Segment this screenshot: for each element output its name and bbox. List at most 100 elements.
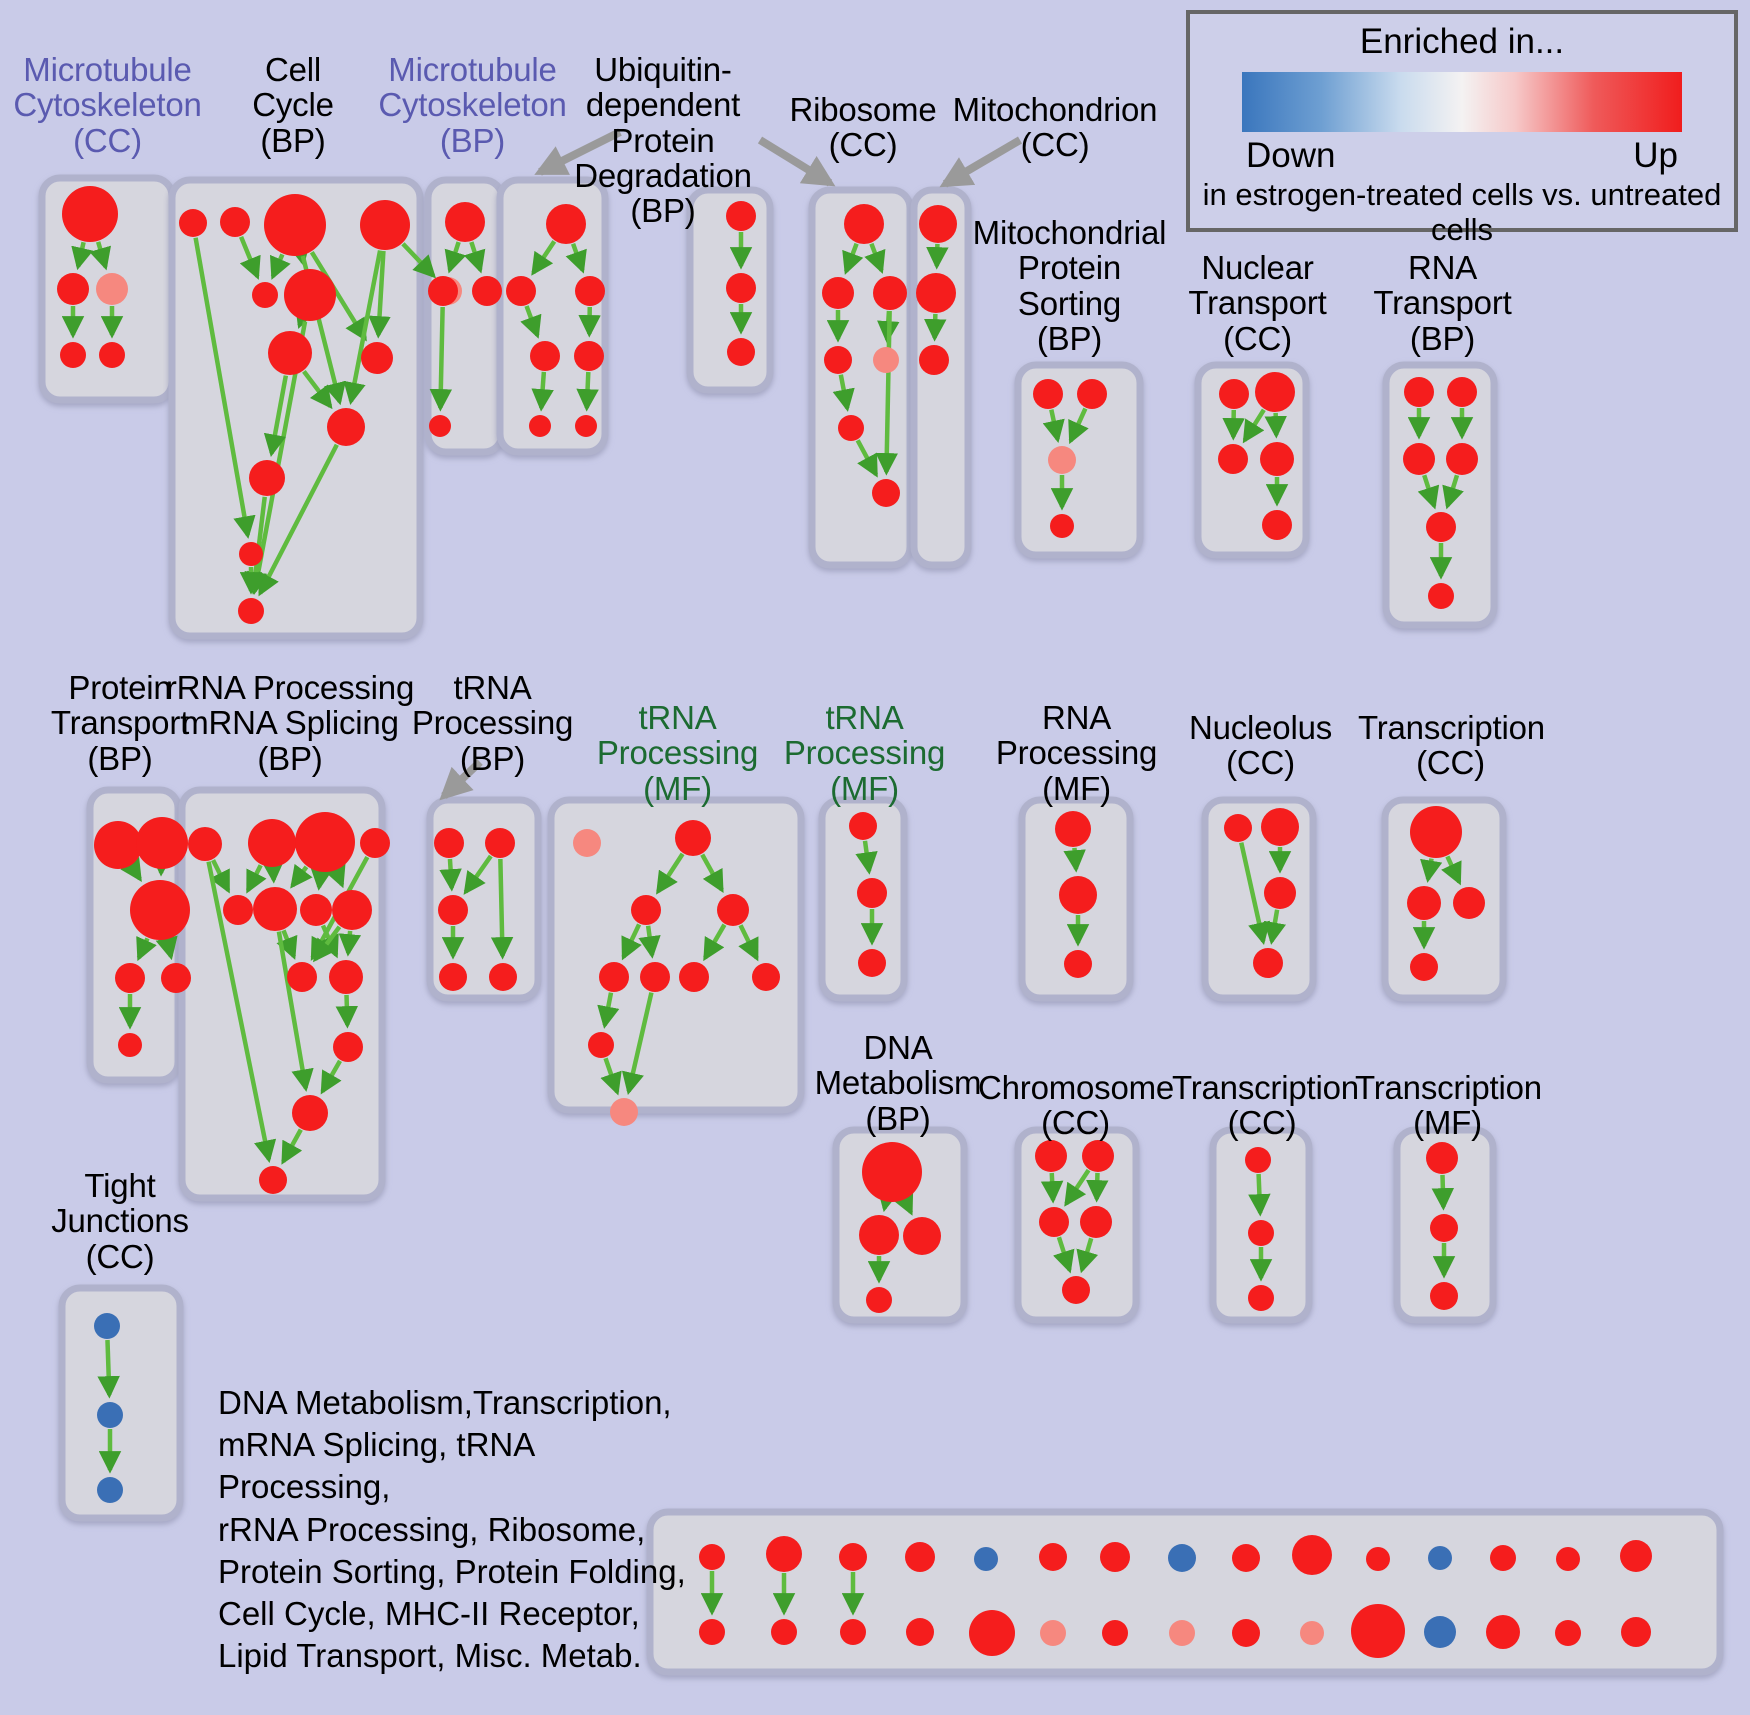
gene-node[interactable] (844, 204, 884, 244)
gene-node[interactable] (675, 820, 711, 856)
gene-node[interactable] (1426, 512, 1456, 542)
gene-node[interactable] (610, 1098, 638, 1126)
gene-node[interactable] (1446, 443, 1478, 475)
gene-node[interactable] (445, 202, 485, 242)
gene-node[interactable] (239, 542, 263, 566)
gene-node[interactable] (839, 1543, 867, 1571)
gene-node[interactable] (752, 963, 780, 991)
gene-node[interactable] (434, 828, 464, 858)
gene-node[interactable] (1403, 443, 1435, 475)
gene-node[interactable] (264, 194, 326, 256)
gene-node[interactable] (575, 415, 597, 437)
cluster-box[interactable] (1014, 361, 1144, 559)
cluster-box[interactable] (1014, 1126, 1140, 1324)
gene-node[interactable] (1055, 811, 1091, 847)
gene-node[interactable] (96, 273, 128, 305)
gene-node[interactable] (974, 1547, 998, 1571)
gene-node[interactable] (115, 963, 145, 993)
gene-node[interactable] (1255, 372, 1295, 412)
gene-node[interactable] (136, 817, 188, 869)
gene-node[interactable] (631, 895, 661, 925)
gene-node[interactable] (840, 1619, 866, 1645)
gene-node[interactable] (866, 1287, 892, 1313)
gene-node[interactable] (726, 273, 756, 303)
gene-node[interactable] (292, 1095, 328, 1131)
gene-node[interactable] (1490, 1545, 1516, 1571)
gene-node[interactable] (1050, 514, 1074, 538)
gene-node[interactable] (62, 186, 118, 242)
gene-node[interactable] (1039, 1207, 1069, 1237)
gene-node[interactable] (1407, 886, 1441, 920)
gene-node[interactable] (1248, 1220, 1274, 1246)
gene-node[interactable] (1039, 1543, 1067, 1571)
gene-node[interactable] (130, 880, 190, 940)
gene-node[interactable] (268, 331, 312, 375)
gene-node[interactable] (1064, 950, 1092, 978)
gene-node[interactable] (574, 341, 604, 371)
gene-node[interactable] (1048, 446, 1076, 474)
gene-node[interactable] (161, 963, 191, 993)
gene-node[interactable] (858, 949, 886, 977)
gene-node[interactable] (849, 812, 877, 840)
gene-node[interactable] (1428, 583, 1454, 609)
gene-node[interactable] (873, 347, 899, 373)
gene-node[interactable] (489, 963, 517, 991)
gene-node[interactable] (1486, 1615, 1520, 1649)
gene-node[interactable] (249, 460, 285, 496)
cluster-box[interactable] (808, 186, 914, 569)
gene-node[interactable] (1059, 876, 1097, 914)
gene-node[interactable] (252, 282, 278, 308)
gene-node[interactable] (284, 269, 336, 321)
gene-node[interactable] (439, 963, 467, 991)
gene-node[interactable] (428, 276, 458, 306)
gene-node[interactable] (1245, 1147, 1271, 1173)
gene-node[interactable] (873, 276, 907, 310)
gene-node[interactable] (916, 273, 956, 313)
gene-node[interactable] (118, 1033, 142, 1057)
cluster-box[interactable] (910, 186, 972, 569)
gene-node[interactable] (188, 827, 222, 861)
gene-node[interactable] (1351, 1604, 1405, 1658)
gene-node[interactable] (97, 1477, 123, 1503)
cluster-box[interactable] (58, 1284, 184, 1522)
cluster-box[interactable] (496, 176, 609, 456)
gene-node[interactable] (529, 415, 551, 437)
gene-node[interactable] (179, 209, 207, 237)
gene-node[interactable] (599, 962, 629, 992)
gene-node[interactable] (906, 1618, 934, 1646)
gene-node[interactable] (1169, 1620, 1195, 1646)
gene-node[interactable] (220, 207, 250, 237)
gene-node[interactable] (726, 201, 756, 231)
gene-node[interactable] (1556, 1547, 1580, 1571)
gene-node[interactable] (485, 828, 515, 858)
gene-node[interactable] (1453, 887, 1485, 919)
gene-node[interactable] (1404, 377, 1434, 407)
gene-node[interactable] (1218, 444, 1248, 474)
gene-node[interactable] (862, 1142, 922, 1202)
gene-node[interactable] (57, 273, 89, 305)
gene-node[interactable] (1430, 1214, 1458, 1242)
gene-node[interactable] (327, 408, 365, 446)
gene-node[interactable] (253, 887, 297, 931)
gene-node[interactable] (1620, 1540, 1652, 1572)
gene-node[interactable] (94, 1313, 120, 1339)
gene-node[interactable] (679, 962, 709, 992)
gene-node[interactable] (94, 821, 142, 869)
gene-node[interactable] (60, 342, 86, 368)
gene-node[interactable] (1035, 1140, 1067, 1172)
gene-node[interactable] (1253, 948, 1283, 978)
gene-node[interactable] (333, 1032, 363, 1062)
gene-node[interactable] (1232, 1544, 1260, 1572)
gene-node[interactable] (1082, 1140, 1114, 1172)
gene-node[interactable] (859, 1215, 899, 1255)
gene-node[interactable] (332, 890, 372, 930)
gene-node[interactable] (1262, 510, 1292, 540)
gene-node[interactable] (329, 960, 363, 994)
gene-node[interactable] (1410, 806, 1462, 858)
gene-node[interactable] (699, 1619, 725, 1645)
gene-node[interactable] (97, 1402, 123, 1428)
gene-node[interactable] (248, 819, 296, 867)
gene-node[interactable] (1102, 1620, 1128, 1646)
gene-node[interactable] (1426, 1142, 1458, 1174)
gene-node[interactable] (905, 1542, 935, 1572)
